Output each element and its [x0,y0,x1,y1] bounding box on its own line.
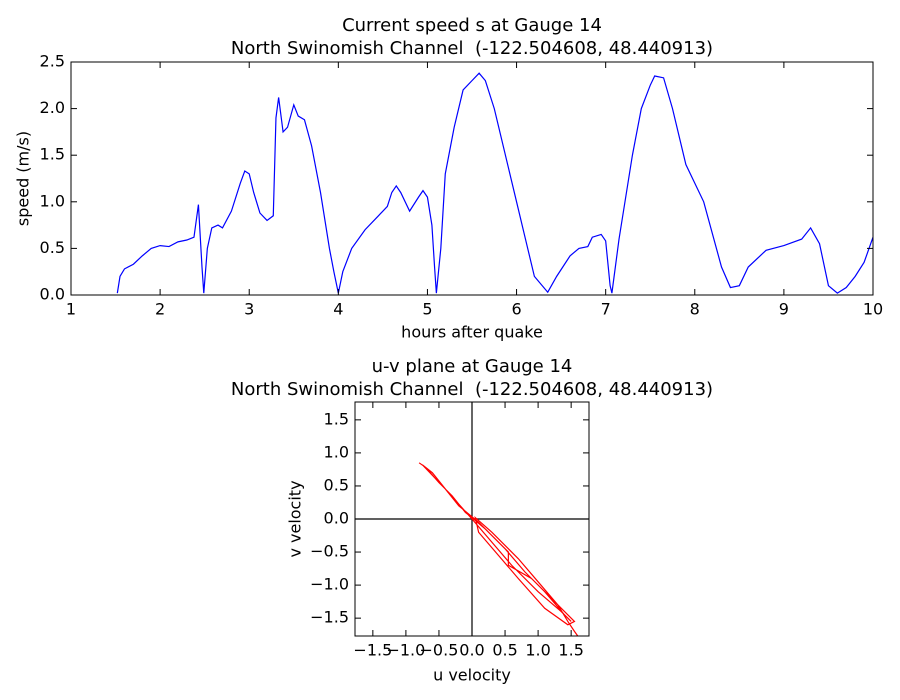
y-tick-label: 2.5 [40,52,65,71]
y-tick-label: 0.0 [40,285,65,304]
x-tick-label: 3 [244,300,254,319]
x-tick-label: 9 [779,300,789,319]
y-axis-label: v velocity [286,480,305,557]
y-tick-label: 1.5 [324,409,349,428]
x-tick-label: −0.5 [420,641,459,660]
y-tick-label: 2.0 [40,98,65,117]
y-tick-label: −0.5 [310,542,349,561]
y-tick-label: 0.5 [40,238,65,257]
y-tick-label: 1.0 [40,191,65,210]
x-tick-label: 1.5 [558,641,583,660]
y-tick-label: −1.5 [310,608,349,627]
y-tick-label: 1.5 [40,145,65,164]
x-tick-label: 8 [690,300,700,319]
x-axis-label: u velocity [433,666,511,685]
x-tick-label: 0.0 [459,641,484,660]
chart-title: u-v plane at Gauge 14 [372,356,573,377]
x-tick-label: −1.0 [386,641,425,660]
x-tick-label: 1 [66,300,76,319]
y-tick-label: 0.0 [324,509,349,528]
chart-subtitle: North Swinomish Channel (-122.504608, 48… [231,379,713,400]
y-tick-label: 0.5 [324,475,349,494]
chart-subtitle: North Swinomish Channel (-122.504608, 48… [231,38,713,59]
x-tick-label: 1.0 [525,641,550,660]
y-tick-label: −1.0 [310,575,349,594]
plot-frame [70,61,874,296]
y-tick-label: 1.0 [324,442,349,461]
x-tick-label: 7 [601,300,611,319]
x-tick-label: 5 [422,300,432,319]
x-tick-label: 6 [511,300,521,319]
x-tick-label: 10 [863,300,883,319]
x-tick-label: 4 [333,300,343,319]
data-line [418,462,579,636]
x-tick-label: 0.5 [492,641,517,660]
x-tick-label: 2 [155,300,165,319]
data-line [116,72,873,294]
chart-title: Current speed s at Gauge 14 [342,15,602,36]
y-axis-label: speed (m/s) [14,131,33,226]
x-tick-label: −1.5 [353,641,392,660]
x-axis-label: hours after quake [401,323,543,342]
